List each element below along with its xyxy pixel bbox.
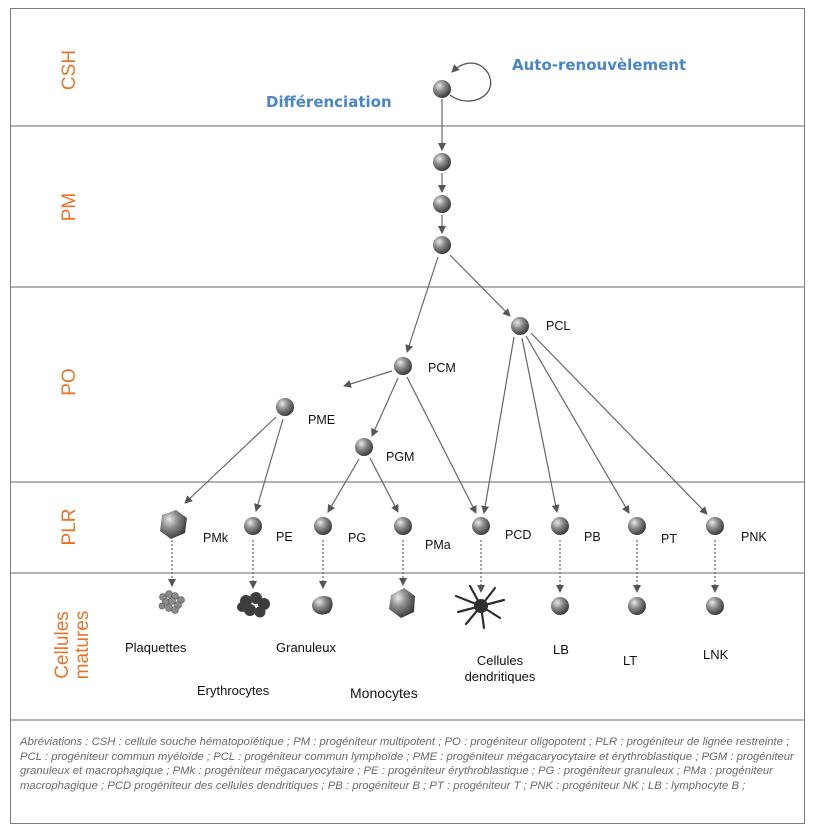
cell-pg xyxy=(314,517,332,535)
cell-pnk xyxy=(706,517,724,535)
label-pg: PG xyxy=(348,531,366,545)
label-lb: LB xyxy=(553,642,569,657)
granulocyte-icon xyxy=(312,595,333,615)
row-label-plr: PLR xyxy=(59,509,80,546)
label-pt: PT xyxy=(661,532,677,546)
dendritic-cell-body xyxy=(474,599,488,613)
label-pma: PMa xyxy=(425,538,451,552)
cell-pme xyxy=(276,398,294,416)
label-pcd: PCD xyxy=(505,528,531,542)
row-dividers xyxy=(11,125,804,721)
row-label-cellules: Cellules xyxy=(52,611,73,679)
cell-pb xyxy=(551,517,569,535)
progenitor-cells xyxy=(244,80,724,535)
cell-pcd xyxy=(472,517,490,535)
erythrocytes-icon xyxy=(237,592,270,618)
row-label-csh: CSH xyxy=(59,50,80,90)
differentiation-label: Différenciation xyxy=(266,93,392,111)
label-pcl: PCL xyxy=(546,319,570,333)
cell-pma xyxy=(394,517,412,535)
label-cellules: Cellules xyxy=(477,653,524,668)
lymphocyte-t-icon xyxy=(628,597,646,615)
label-granuleux: Granuleux xyxy=(276,640,336,655)
label-pnk: PNK xyxy=(741,530,767,544)
cell-pcm xyxy=(394,357,412,375)
label-monocytes: Monocytes xyxy=(350,685,418,701)
label-pb: PB xyxy=(584,530,601,544)
lymphocyte-b-icon xyxy=(551,597,569,615)
label-pmk: PMk xyxy=(203,531,229,545)
differentiation-arrows xyxy=(184,99,708,515)
row-label-matures: matures xyxy=(72,611,93,680)
cell-pe xyxy=(244,517,262,535)
diagram-frame xyxy=(10,8,805,824)
cell-pt xyxy=(628,517,646,535)
self-renewal-label: Auto-renouvèlement xyxy=(512,56,686,74)
cell-pm-2 xyxy=(433,195,451,213)
cell-pm-3 xyxy=(433,236,451,254)
label-pgm: PGM xyxy=(386,450,414,464)
label-lnk: LNK xyxy=(703,647,729,662)
label-lt: LT xyxy=(623,653,637,668)
label-dendritiques: dendritiques xyxy=(465,669,536,684)
row-label-pm: PM xyxy=(59,193,80,222)
label-pme: PME xyxy=(308,413,335,427)
maturation-arrows xyxy=(168,540,719,593)
self-renewal-loop-arrow xyxy=(449,62,492,102)
cell-pcl xyxy=(511,317,529,335)
label-plaquettes: Plaquettes xyxy=(125,640,187,655)
label-pcm: PCM xyxy=(428,361,456,375)
cell-pgm xyxy=(355,438,373,456)
row-label-po: PO xyxy=(59,368,80,395)
lymphocyte-nk-icon xyxy=(706,597,724,615)
label-pe: PE xyxy=(276,530,293,544)
abbreviations-caption: Abréviations : CSH : cellule souche héma… xyxy=(20,736,794,792)
monocyte-icon xyxy=(389,588,415,618)
platelets-icon xyxy=(158,590,185,614)
cell-csh xyxy=(433,80,451,98)
label-erythrocytes: Erythrocytes xyxy=(197,683,270,698)
cell-pmk xyxy=(160,510,187,539)
cell-pm-1 xyxy=(433,153,451,171)
